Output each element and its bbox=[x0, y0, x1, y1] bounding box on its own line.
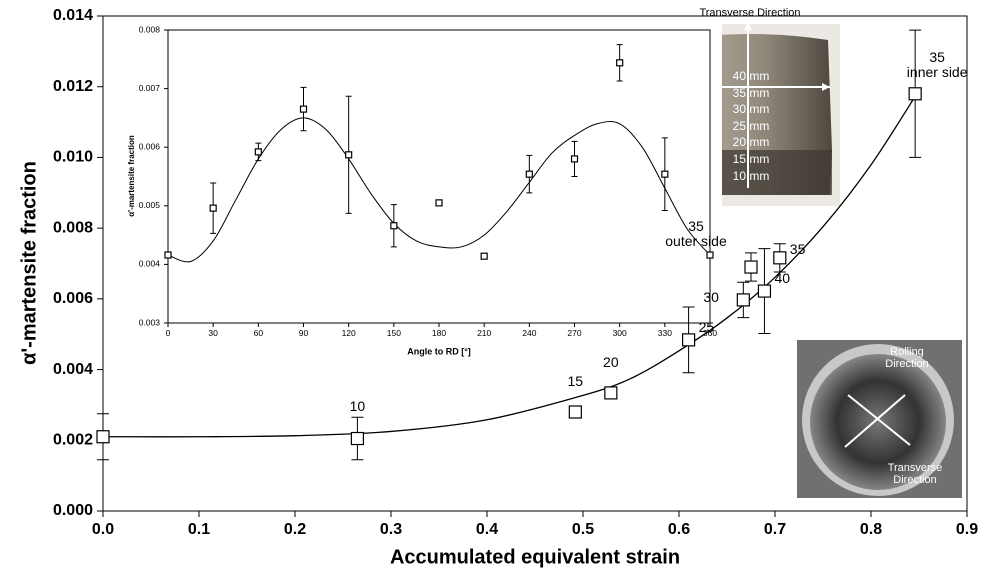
data-point bbox=[706, 251, 714, 259]
y-axis-title: α'-martensite fraction bbox=[18, 161, 40, 365]
data-point bbox=[254, 148, 262, 156]
data-point bbox=[96, 430, 110, 444]
point-label: 20 bbox=[603, 353, 619, 370]
photo-label: 10 mm bbox=[732, 168, 770, 183]
point-label: 40 bbox=[774, 270, 791, 287]
data-point bbox=[908, 87, 922, 101]
x-tick-label: 270 bbox=[567, 328, 581, 338]
data-point bbox=[568, 405, 582, 419]
x-tick-label: 0.2 bbox=[284, 521, 306, 538]
data-point bbox=[350, 431, 364, 446]
data-point bbox=[345, 151, 353, 159]
y-tick-label: 0.002 bbox=[53, 432, 93, 449]
photo-label: 25 mm bbox=[732, 118, 770, 133]
x-tick-label: 240 bbox=[522, 328, 536, 338]
photo-label: Rolling Direction bbox=[885, 346, 929, 371]
data-point bbox=[390, 222, 398, 230]
photo-label: Transverse Direction bbox=[887, 462, 943, 487]
x-tick-label: 210 bbox=[477, 328, 491, 338]
photo-label: 30 mm bbox=[732, 102, 770, 117]
fit-curve bbox=[102, 89, 920, 438]
x-tick-label: 90 bbox=[299, 328, 309, 338]
x-tick-label: 180 bbox=[432, 328, 446, 338]
x-tick-label: 0 bbox=[166, 328, 171, 338]
inset-y-axis-title: α'-martensite fraction bbox=[127, 135, 136, 217]
photo-label: 20 mm bbox=[732, 135, 770, 150]
y-tick-label: 0.000 bbox=[53, 502, 93, 519]
point-label: 15 bbox=[567, 373, 584, 389]
photo-label: 40 mm bbox=[732, 69, 770, 83]
point-label: 30 bbox=[703, 288, 719, 305]
x-tick-label: 0.7 bbox=[764, 521, 786, 538]
x-tick-label: 0.0 bbox=[92, 521, 114, 538]
x-tick-label: 0.6 bbox=[668, 521, 690, 538]
photo-label: 15 mm bbox=[732, 152, 770, 166]
data-point bbox=[681, 333, 696, 347]
data-point bbox=[744, 260, 758, 274]
y-tick-label: 0.008 bbox=[139, 24, 161, 34]
x-tick-label: 0.4 bbox=[476, 521, 498, 538]
y-tick-label: 0.008 bbox=[53, 219, 93, 236]
x-axis-title: Accumulated equivalent strain bbox=[390, 546, 680, 568]
x-tick-label: 0.1 bbox=[188, 521, 210, 538]
data-point bbox=[773, 251, 787, 265]
data-point bbox=[299, 105, 308, 113]
arrow bbox=[847, 394, 911, 446]
photo-label: Transverse Direction bbox=[699, 7, 801, 19]
point-label: 10 bbox=[349, 397, 366, 414]
x-tick-label: 0.5 bbox=[572, 521, 594, 538]
y-tick-label: 0.006 bbox=[53, 290, 93, 307]
x-tick-label: 360 bbox=[703, 328, 717, 338]
data-point bbox=[570, 155, 579, 163]
point-label: 35 inner side bbox=[906, 48, 968, 81]
x-tick-label: 300 bbox=[613, 328, 627, 338]
plot-frame bbox=[102, 15, 968, 512]
x-tick-label: 30 bbox=[208, 328, 218, 338]
data-point bbox=[736, 293, 750, 307]
point-label: 35 bbox=[789, 240, 806, 257]
y-tick-label: 0.004 bbox=[53, 361, 93, 378]
data-point bbox=[480, 252, 488, 260]
inset-x-axis-title: Angle to RD [°] bbox=[407, 346, 471, 356]
data-point bbox=[604, 386, 618, 400]
data-point bbox=[209, 204, 217, 212]
data-point bbox=[616, 59, 624, 67]
inset-background bbox=[118, 20, 722, 365]
data-point bbox=[525, 170, 533, 178]
y-tick-label: 0.003 bbox=[139, 317, 161, 327]
y-tick-label: 0.010 bbox=[53, 149, 93, 166]
y-tick-label: 0.012 bbox=[53, 78, 93, 95]
y-tick-label: 0.004 bbox=[139, 259, 161, 269]
y-tick-label: 0.006 bbox=[139, 141, 161, 151]
y-tick-label: 0.007 bbox=[139, 83, 161, 93]
x-tick-label: 0.8 bbox=[860, 521, 882, 538]
x-tick-label: 150 bbox=[387, 328, 401, 338]
data-point bbox=[661, 170, 669, 178]
photo-label: 35 mm bbox=[732, 85, 770, 100]
data-point bbox=[757, 284, 772, 298]
x-tick-label: 60 bbox=[254, 328, 264, 338]
arrow bbox=[844, 394, 906, 448]
point-label: 35 outer side bbox=[665, 218, 727, 250]
cup-inside bbox=[810, 354, 946, 490]
y-tick-label: 0.005 bbox=[139, 200, 161, 210]
x-tick-label: 0.3 bbox=[380, 521, 402, 538]
x-tick-label: 120 bbox=[342, 328, 356, 338]
data-point bbox=[435, 199, 443, 207]
x-tick-label: 330 bbox=[658, 328, 672, 338]
data-point bbox=[164, 251, 172, 259]
point-label: 25 bbox=[698, 318, 715, 335]
y-tick-label: 0.014 bbox=[53, 7, 93, 24]
x-tick-label: 0.9 bbox=[956, 521, 978, 538]
